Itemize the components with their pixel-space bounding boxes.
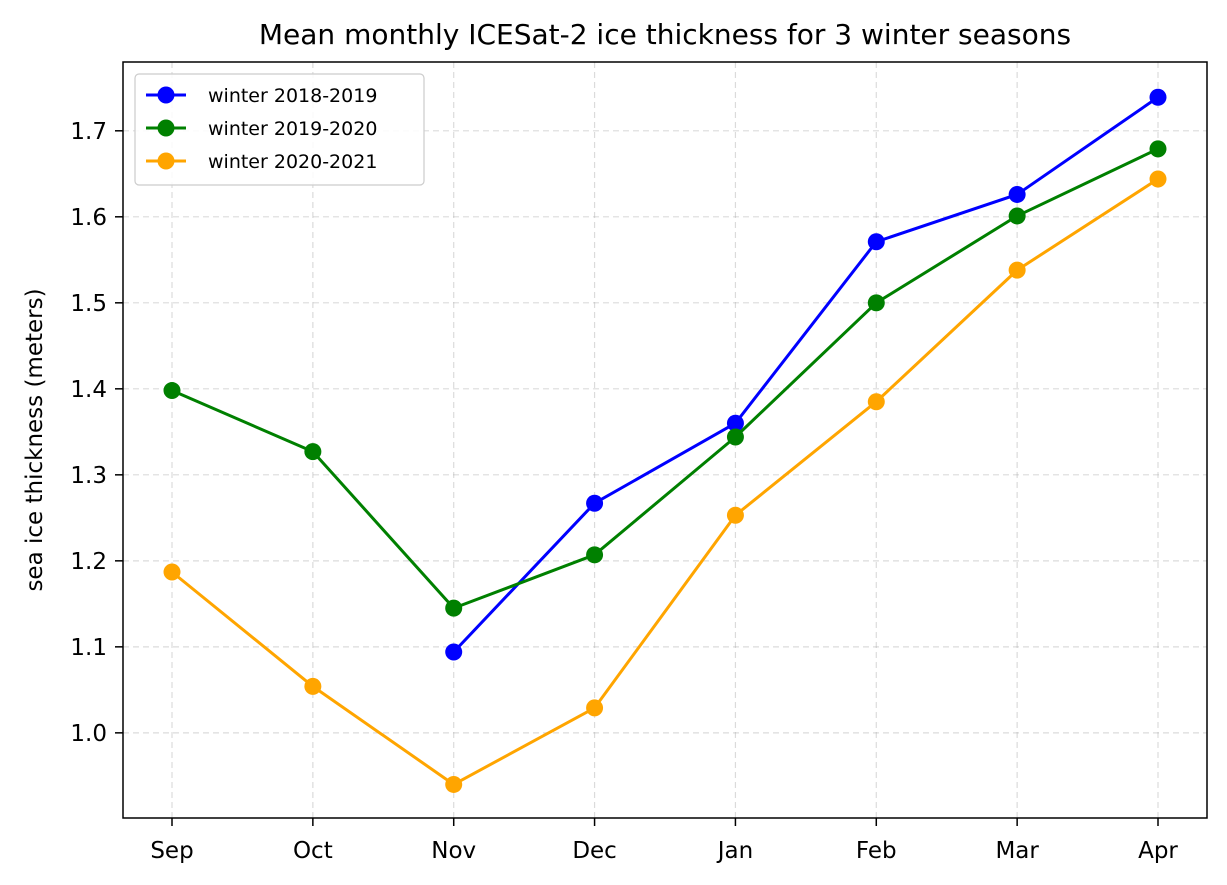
x-tick-label: Sep	[150, 838, 193, 864]
legend-box	[134, 73, 425, 186]
legend-entry: winter 2019-2020	[146, 118, 377, 140]
legend-label: winter 2019-2020	[208, 118, 377, 140]
data-point	[445, 599, 463, 617]
data-point	[867, 233, 885, 251]
x-tick-label: Feb	[856, 838, 897, 864]
y-tick-label: 1.0	[70, 721, 107, 747]
legend-marker	[157, 86, 175, 104]
legend-marker	[157, 152, 175, 170]
legend-label: winter 2018-2019	[208, 85, 377, 107]
x-axis: Sep Oct Nov Dec Jan Feb Mar Apr	[150, 818, 1178, 864]
y-axis: 1.0 1.1 1.2 1.3 1.4 1.5 1.6 1.7	[70, 119, 123, 747]
data-point	[1149, 88, 1167, 106]
data-point	[867, 393, 885, 411]
grid	[123, 62, 1207, 818]
data-point	[163, 563, 181, 581]
data-point	[586, 546, 604, 564]
data-point	[1008, 207, 1026, 225]
y-tick-label: 1.7	[70, 119, 107, 145]
chart-title: Mean monthly ICESat-2 ice thickness for …	[259, 18, 1071, 51]
data-point	[1149, 170, 1167, 188]
data-point	[1149, 140, 1167, 158]
data-point	[163, 382, 181, 400]
data-point	[586, 494, 604, 512]
series-line	[452, 96, 1159, 654]
series-3	[163, 170, 1167, 793]
series-2	[163, 140, 1167, 617]
data-point	[304, 677, 322, 695]
x-tick-label: Oct	[293, 838, 333, 864]
y-tick-label: 1.4	[70, 377, 107, 403]
data-point	[1008, 261, 1026, 279]
plot-frame	[122, 61, 1208, 819]
x-tick-label: Apr	[1138, 838, 1178, 864]
x-tick-label: Jan	[716, 838, 753, 864]
data-point	[726, 506, 744, 524]
series-layer	[163, 88, 1167, 793]
data-point	[304, 443, 322, 461]
series-line	[171, 177, 1159, 786]
y-tick-label: 1.1	[70, 635, 107, 661]
data-point	[726, 414, 744, 432]
x-tick-label: Dec	[572, 838, 617, 864]
series-1	[445, 88, 1167, 661]
legend: winter 2018-2019 winter 2019-2020 winter 2…	[134, 73, 425, 186]
x-tick-label: Nov	[431, 838, 476, 864]
legend-marker	[157, 119, 175, 137]
series-line	[171, 147, 1159, 610]
x-tick-label: Mar	[995, 838, 1039, 864]
y-tick-label: 1.6	[70, 205, 107, 231]
data-point	[867, 294, 885, 312]
y-axis-label: sea ice thickness (meters)	[22, 288, 48, 591]
data-point	[445, 643, 463, 661]
y-tick-label: 1.2	[70, 549, 107, 575]
data-point	[586, 699, 604, 717]
legend-label: winter 2020-2021	[208, 151, 377, 173]
legend-entry: winter 2018-2019	[146, 85, 377, 107]
legend-entry: winter 2020-2021	[146, 151, 377, 173]
data-point	[726, 428, 744, 446]
y-tick-label: 1.3	[70, 463, 107, 489]
y-tick-label: 1.5	[70, 291, 107, 317]
data-point	[445, 775, 463, 793]
data-point	[1008, 185, 1026, 203]
